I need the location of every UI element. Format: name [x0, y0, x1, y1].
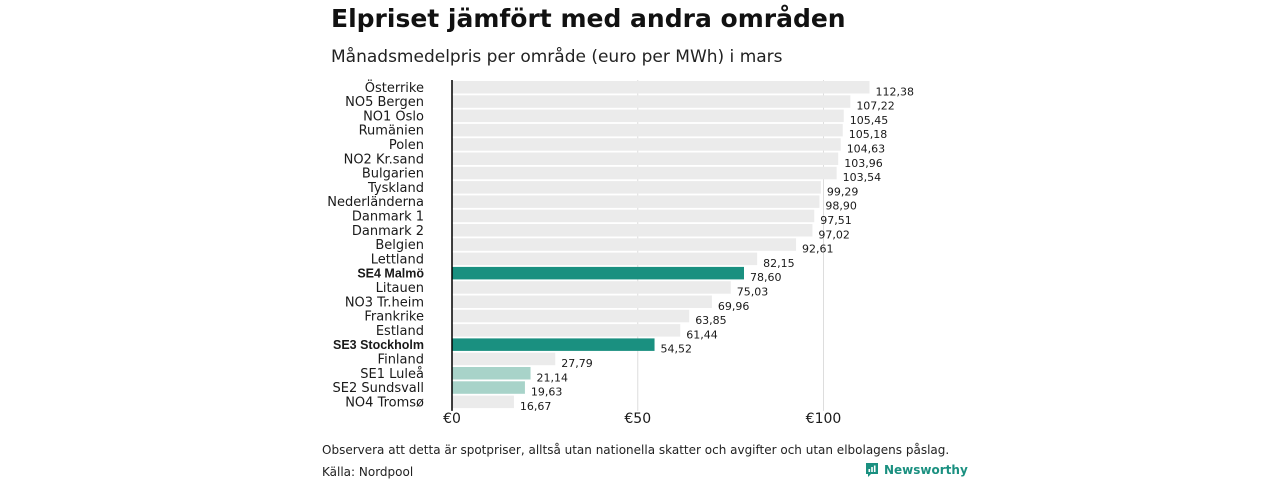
bar	[452, 209, 815, 223]
bar	[452, 309, 690, 323]
value-label: 16,67	[520, 400, 552, 413]
category-label: SE4 Malmö	[357, 267, 424, 281]
bar	[452, 152, 839, 165]
bar	[452, 352, 556, 366]
value-label: 19,63	[531, 386, 563, 399]
bar	[452, 166, 837, 180]
value-label: 98,90	[825, 200, 857, 213]
category-label: NO4 Tromsø	[345, 395, 424, 410]
bar-chart: Österrike 112,38 NO5 Bergen 107,22 NO1 Oslo 1…	[327, 79, 914, 427]
bar	[452, 367, 531, 380]
value-label: 82,15	[763, 257, 795, 270]
x-tick-label: €100	[806, 411, 842, 427]
value-label: 99,29	[827, 185, 859, 198]
bar	[452, 138, 841, 151]
bar	[452, 181, 821, 194]
chart-title: Elpriset jämfört med andra områden	[331, 4, 846, 33]
category-label: Danmark 1	[352, 209, 424, 224]
value-label: 104,63	[847, 142, 886, 155]
category-label: Bulgarien	[362, 167, 424, 182]
value-label: 97,51	[820, 214, 852, 227]
category-label: SE1 Luleå	[360, 367, 424, 382]
x-tick-label: €50	[624, 411, 651, 427]
value-label: 107,22	[856, 100, 895, 113]
bar	[452, 81, 870, 94]
value-label: 103,96	[844, 157, 883, 170]
brand-logo: Newsworthy	[865, 462, 968, 478]
value-label: 78,60	[750, 271, 782, 284]
bar	[452, 224, 813, 237]
bar	[452, 238, 797, 251]
category-label: Rumänien	[359, 124, 424, 139]
footnote: Observera att detta är spotpriser, allts…	[322, 443, 950, 457]
source-label: Källa: Nordpool	[322, 465, 414, 479]
value-label: 112,38	[875, 85, 914, 98]
category-label: NO1 Oslo	[363, 109, 424, 124]
value-label: 21,14	[537, 371, 569, 384]
category-label: Tyskland	[367, 181, 424, 196]
category-label: Lettland	[371, 252, 424, 267]
newsworthy-logo-icon	[866, 463, 878, 477]
bar	[452, 195, 820, 208]
x-tick-label: €0	[443, 411, 461, 427]
brand-name: Newsworthy	[884, 463, 968, 477]
category-label: SE3 Stockholm	[333, 338, 424, 352]
bar	[452, 109, 844, 123]
bar	[452, 295, 712, 308]
bar	[452, 381, 525, 394]
category-label: Litauen	[376, 281, 424, 296]
bar	[452, 324, 681, 337]
category-label: Estland	[376, 324, 424, 339]
chart-subtitle: Månadsmedelpris per område (euro per MWh…	[331, 47, 783, 67]
bar	[452, 281, 731, 294]
value-label: 92,61	[802, 243, 834, 256]
bar	[452, 252, 758, 266]
category-label: NO3 Tr.heim	[345, 295, 424, 310]
value-label: 105,18	[849, 128, 888, 141]
category-label: Nederländerna	[327, 195, 424, 210]
value-label: 105,45	[850, 114, 889, 127]
value-label: 97,02	[818, 228, 850, 241]
value-label: 54,52	[661, 343, 693, 356]
category-label: Österrike	[365, 79, 424, 96]
category-label: SE2 Sundsvall	[332, 381, 424, 396]
category-label: Belgien	[375, 238, 424, 253]
category-label: Finland	[378, 352, 424, 367]
category-label: Frankrike	[364, 310, 424, 325]
value-label: 63,85	[695, 314, 727, 327]
bar	[452, 266, 744, 280]
category-label: Danmark 2	[352, 224, 424, 239]
category-label: Polen	[389, 138, 424, 153]
value-label: 75,03	[737, 285, 769, 298]
bar	[452, 123, 843, 137]
bar	[452, 395, 514, 409]
value-label: 61,44	[686, 328, 718, 341]
bar	[452, 95, 851, 108]
value-label: 27,79	[561, 357, 593, 370]
bar	[452, 338, 655, 351]
category-label: NO2 Kr.sand	[344, 152, 424, 167]
category-label: NO5 Bergen	[345, 95, 424, 110]
value-label: 103,54	[843, 171, 882, 184]
value-label: 69,96	[718, 300, 750, 313]
